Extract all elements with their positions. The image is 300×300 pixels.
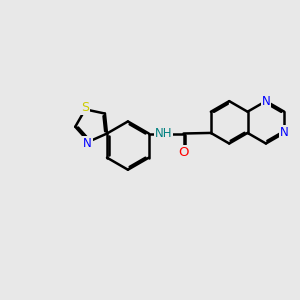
Text: N: N <box>83 136 92 150</box>
Text: O: O <box>178 146 189 159</box>
Text: N: N <box>280 126 289 140</box>
Text: N: N <box>262 94 270 108</box>
Text: NH: NH <box>155 127 172 140</box>
Text: S: S <box>81 100 89 113</box>
